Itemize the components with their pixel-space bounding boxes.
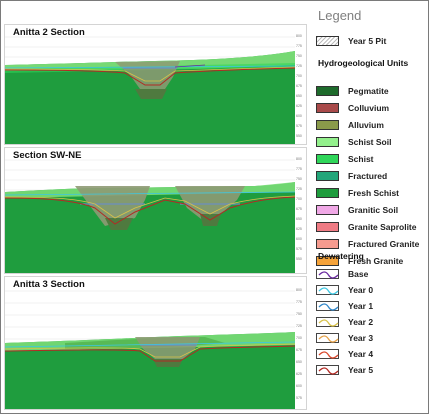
svg-text:700: 700 (296, 336, 302, 340)
unit-label: Fresh Schist (348, 188, 400, 198)
unit-swatch (316, 171, 339, 181)
dewatering-heading: Dewatering (318, 251, 364, 261)
svg-text:725: 725 (296, 187, 302, 191)
svg-text:775: 775 (296, 167, 302, 171)
legend: Legend Year 5 Pit Hydrogeological Units … (312, 0, 428, 412)
svg-text:650: 650 (296, 217, 302, 221)
svg-text:725: 725 (296, 324, 302, 328)
hydro-heading: Hydrogeological Units (318, 58, 409, 68)
unit-swatch (316, 239, 339, 249)
svg-text:650: 650 (296, 94, 302, 98)
svg-text:625: 625 (296, 372, 302, 376)
unit-swatch (316, 154, 339, 164)
unit-swatch (316, 120, 339, 130)
svg-text:775: 775 (296, 44, 302, 48)
unit-label: Fractured Granite (348, 239, 420, 249)
svg-text:650: 650 (296, 360, 302, 364)
dewatering-label: Year 3 (348, 333, 374, 343)
unit-swatch (316, 103, 339, 113)
section-panel-sw-ne: 800 775 750 725 700 675 650 625 600 575 550 Sec… (4, 147, 307, 274)
dewatering-label: Year 1 (348, 301, 374, 311)
unit-label: Schist (348, 154, 374, 164)
svg-text:750: 750 (296, 177, 302, 181)
dewatering-label: Year 5 (348, 365, 374, 375)
section-title: Section SW-NE (13, 150, 82, 161)
svg-text:675: 675 (296, 348, 302, 352)
svg-text:700: 700 (296, 74, 302, 78)
pit-swatch (316, 36, 339, 46)
dewatering-swatch (316, 285, 339, 295)
unit-label: Granite Saprolite (348, 222, 417, 232)
svg-text:600: 600 (296, 114, 302, 118)
pit-label: Year 5 Pit (348, 36, 387, 46)
svg-text:675: 675 (296, 207, 302, 211)
dewatering-swatch (316, 333, 339, 343)
svg-text:625: 625 (296, 104, 302, 108)
svg-text:800: 800 (296, 34, 302, 38)
section-drawing-anitta-3: 800 775 750 725 700 675 650 625 600 575 (5, 277, 306, 409)
unit-swatch (316, 256, 339, 266)
section-drawing-anitta-2: 800 775 750 725 700 675 650 625 600 575 550 (5, 25, 306, 144)
section-title: Anitta 2 Section (13, 27, 85, 38)
unit-label: Granitic Soil (348, 205, 399, 215)
unit-label: Pegmatite (348, 86, 389, 96)
svg-text:575: 575 (296, 124, 302, 128)
svg-text:750: 750 (296, 312, 302, 316)
svg-text:725: 725 (296, 64, 302, 68)
dewatering-swatch (316, 301, 339, 311)
svg-text:550: 550 (296, 257, 302, 261)
section-title: Anitta 3 Section (13, 279, 85, 290)
legend-title: Legend (318, 8, 362, 23)
section-panel-anitta-2: 800 775 750 725 700 675 650 625 600 575 550 Ani… (4, 24, 307, 145)
svg-text:700: 700 (296, 197, 302, 201)
svg-text:575: 575 (296, 396, 302, 400)
unit-swatch (316, 222, 339, 232)
unit-swatch (316, 86, 339, 96)
svg-text:550: 550 (296, 134, 302, 138)
svg-text:575: 575 (296, 247, 302, 251)
dewatering-swatch (316, 349, 339, 359)
dewatering-label: Base (348, 269, 369, 279)
dewatering-swatch (316, 365, 339, 375)
svg-text:600: 600 (296, 384, 302, 388)
svg-text:750: 750 (296, 54, 302, 58)
unit-label: Colluvium (348, 103, 390, 113)
unit-swatch (316, 137, 339, 147)
dewatering-label: Year 0 (348, 285, 374, 295)
unit-label: Fresh Granite (348, 256, 404, 266)
svg-text:800: 800 (296, 288, 302, 292)
unit-label: Alluvium (348, 120, 384, 130)
unit-swatch (316, 205, 339, 215)
svg-text:775: 775 (296, 300, 302, 304)
svg-text:600: 600 (296, 237, 302, 241)
unit-label: Fractured (348, 171, 388, 181)
dewatering-swatch (316, 317, 339, 327)
section-drawing-sw-ne: 800 775 750 725 700 675 650 625 600 575 550 (5, 148, 306, 273)
svg-text:800: 800 (296, 157, 302, 161)
unit-label: Schist Soil (348, 137, 392, 147)
svg-text:675: 675 (296, 84, 302, 88)
svg-text:625: 625 (296, 227, 302, 231)
dewatering-label: Year 4 (348, 349, 374, 359)
unit-swatch (316, 188, 339, 198)
dewatering-label: Year 2 (348, 317, 374, 327)
dewatering-swatch (316, 269, 339, 279)
section-panel-anitta-3: 800 775 750 725 700 675 650 625 600 575 Anitta… (4, 276, 307, 410)
